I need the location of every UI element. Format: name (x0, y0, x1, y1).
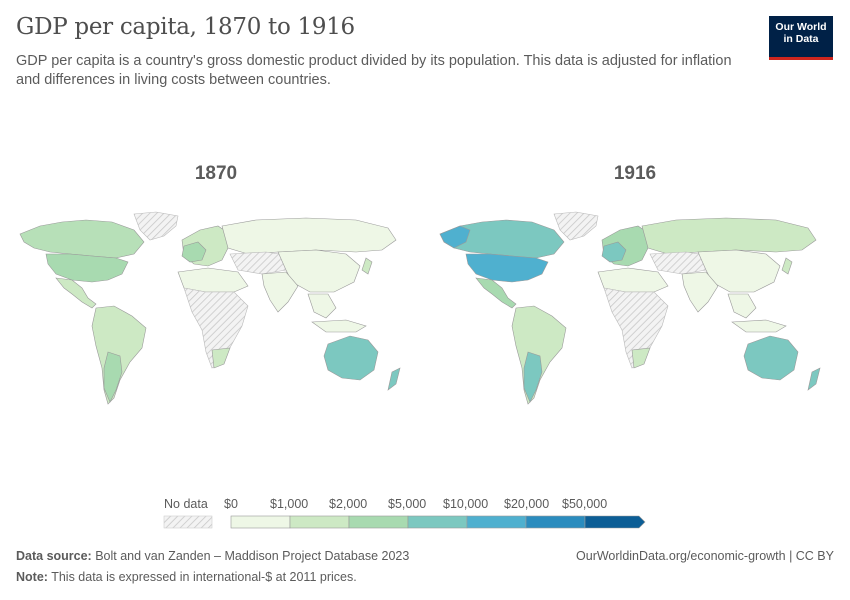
legend-swatch-5 (525, 515, 586, 529)
legend-swatch-4 (466, 515, 527, 529)
greenland-region[interactable] (133, 211, 179, 241)
legend-swatch-2 (348, 515, 409, 529)
data-source-line: Data source: Bolt and van Zanden – Maddi… (16, 549, 409, 563)
argentina-region[interactable] (523, 351, 543, 403)
india-region[interactable] (261, 271, 299, 313)
indonesia-region[interactable] (311, 319, 367, 333)
south-africa-region[interactable] (631, 347, 651, 369)
canada-region[interactable] (19, 219, 145, 259)
australia-region[interactable] (323, 335, 379, 381)
note-line: Note: This data is expressed in internat… (16, 570, 357, 584)
mexico-region[interactable] (55, 277, 97, 309)
chart-title: GDP per capita, 1870 to 1916 (16, 14, 355, 40)
legend-bin-4: $10,000 (443, 497, 489, 511)
legend-bin-1: $1,000 (270, 497, 309, 511)
indonesia-region[interactable] (731, 319, 787, 333)
western-europe-region[interactable] (601, 241, 627, 263)
south-africa-region[interactable] (211, 347, 231, 369)
legend-bin-6: $50,000 (562, 497, 608, 511)
legend-swatch-0 (230, 515, 291, 529)
legend-no-data-swatch (163, 515, 213, 529)
argentina-region[interactable] (103, 351, 123, 403)
india-region[interactable] (681, 271, 719, 313)
greenland-region[interactable] (553, 211, 599, 241)
legend-bin-3: $5,000 (388, 497, 427, 511)
legend-no-data-label: No data (164, 497, 208, 511)
south-america-region[interactable] (91, 305, 147, 405)
southeast-asia-region[interactable] (307, 293, 337, 319)
south-america-region[interactable] (511, 305, 567, 405)
legend-bin-0: $0 (224, 497, 238, 511)
japan-region[interactable] (361, 257, 373, 275)
canada-region[interactable] (439, 219, 565, 259)
north-africa-region[interactable] (597, 267, 669, 293)
southeast-asia-region[interactable] (727, 293, 757, 319)
legend-bin-2: $2,000 (329, 497, 368, 511)
logo-line-1: Our World (775, 21, 827, 33)
legend-swatch-3 (407, 515, 468, 529)
legend-bin-swatches (230, 515, 646, 529)
australia-region[interactable] (743, 335, 799, 381)
legend-swatch-1 (289, 515, 350, 529)
world-map-1870 (19, 211, 401, 405)
data-source-label: Data source: (16, 549, 92, 563)
chart-subtitle: GDP per capita is a country's gross dome… (16, 53, 732, 88)
note-label: Note: (16, 570, 48, 584)
new-zealand-region[interactable] (387, 367, 401, 391)
russia-region[interactable] (641, 217, 817, 255)
usa-region[interactable] (45, 253, 129, 283)
alaska-region[interactable] (439, 225, 471, 249)
maps-container (19, 211, 821, 405)
map-year-1916: 1916 (613, 163, 657, 184)
logo-line-2: in Data (783, 33, 819, 45)
note-text: This data is expressed in international-… (51, 570, 357, 584)
russia-region[interactable] (221, 217, 397, 255)
north-africa-region[interactable] (177, 267, 249, 293)
color-legend: No data $0 $1,000 $2,000 $5,000 $10,000 … (160, 497, 660, 537)
data-source-text[interactable]: Bolt and van Zanden – Maddison Project D… (95, 549, 410, 563)
legend-swatches (163, 515, 646, 529)
western-europe-region[interactable] (181, 241, 207, 263)
japan-region[interactable] (781, 257, 793, 275)
new-zealand-region[interactable] (807, 367, 821, 391)
usa-region[interactable] (465, 253, 549, 283)
world-map-1916 (439, 211, 821, 405)
owid-logo[interactable]: Our World in Data (769, 16, 833, 60)
legend-swatch-6 (584, 515, 646, 529)
map-year-1870: 1870 (194, 163, 238, 184)
mexico-region[interactable] (475, 277, 517, 309)
footer-url-link[interactable]: OurWorldinData.org/economic-growth | CC … (576, 549, 834, 563)
legend-bin-5: $20,000 (504, 497, 550, 511)
